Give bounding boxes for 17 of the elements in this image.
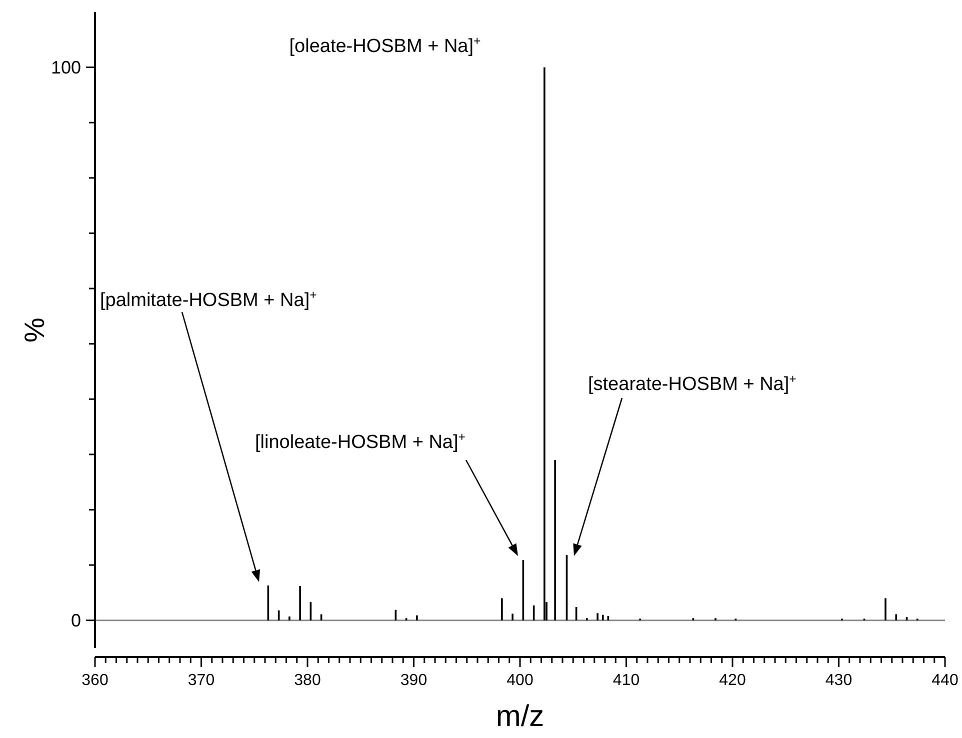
annotation: [oleate-HOSBM + Na]$^{+}$ [289, 34, 481, 57]
x-tick-label: 420 [719, 672, 746, 689]
y-tick-label: 100 [50, 58, 81, 78]
annotation: [stearate-HOSBM + Na]$^{+}$ [588, 372, 796, 395]
x-tick-label: 410 [612, 672, 640, 689]
annotation: [linoleate-HOSBM + Na]$^{+}$ [255, 430, 466, 453]
x-axis-title: m/z [496, 700, 544, 733]
x-tick-label: 440 [932, 672, 958, 689]
y-tick-label: 0 [70, 610, 81, 631]
x-tick-label: 360 [82, 672, 108, 689]
annotation: [palmitate-HOSBM + Na]$^{+}$ [100, 288, 317, 311]
y-axis-title: % [19, 318, 50, 342]
x-tick-label: 390 [400, 672, 428, 689]
x-tick-label: 400 [506, 672, 534, 689]
x-tick-label: 370 [188, 672, 215, 689]
x-tick-label: 380 [294, 672, 321, 689]
x-tick-label: 430 [825, 672, 852, 689]
